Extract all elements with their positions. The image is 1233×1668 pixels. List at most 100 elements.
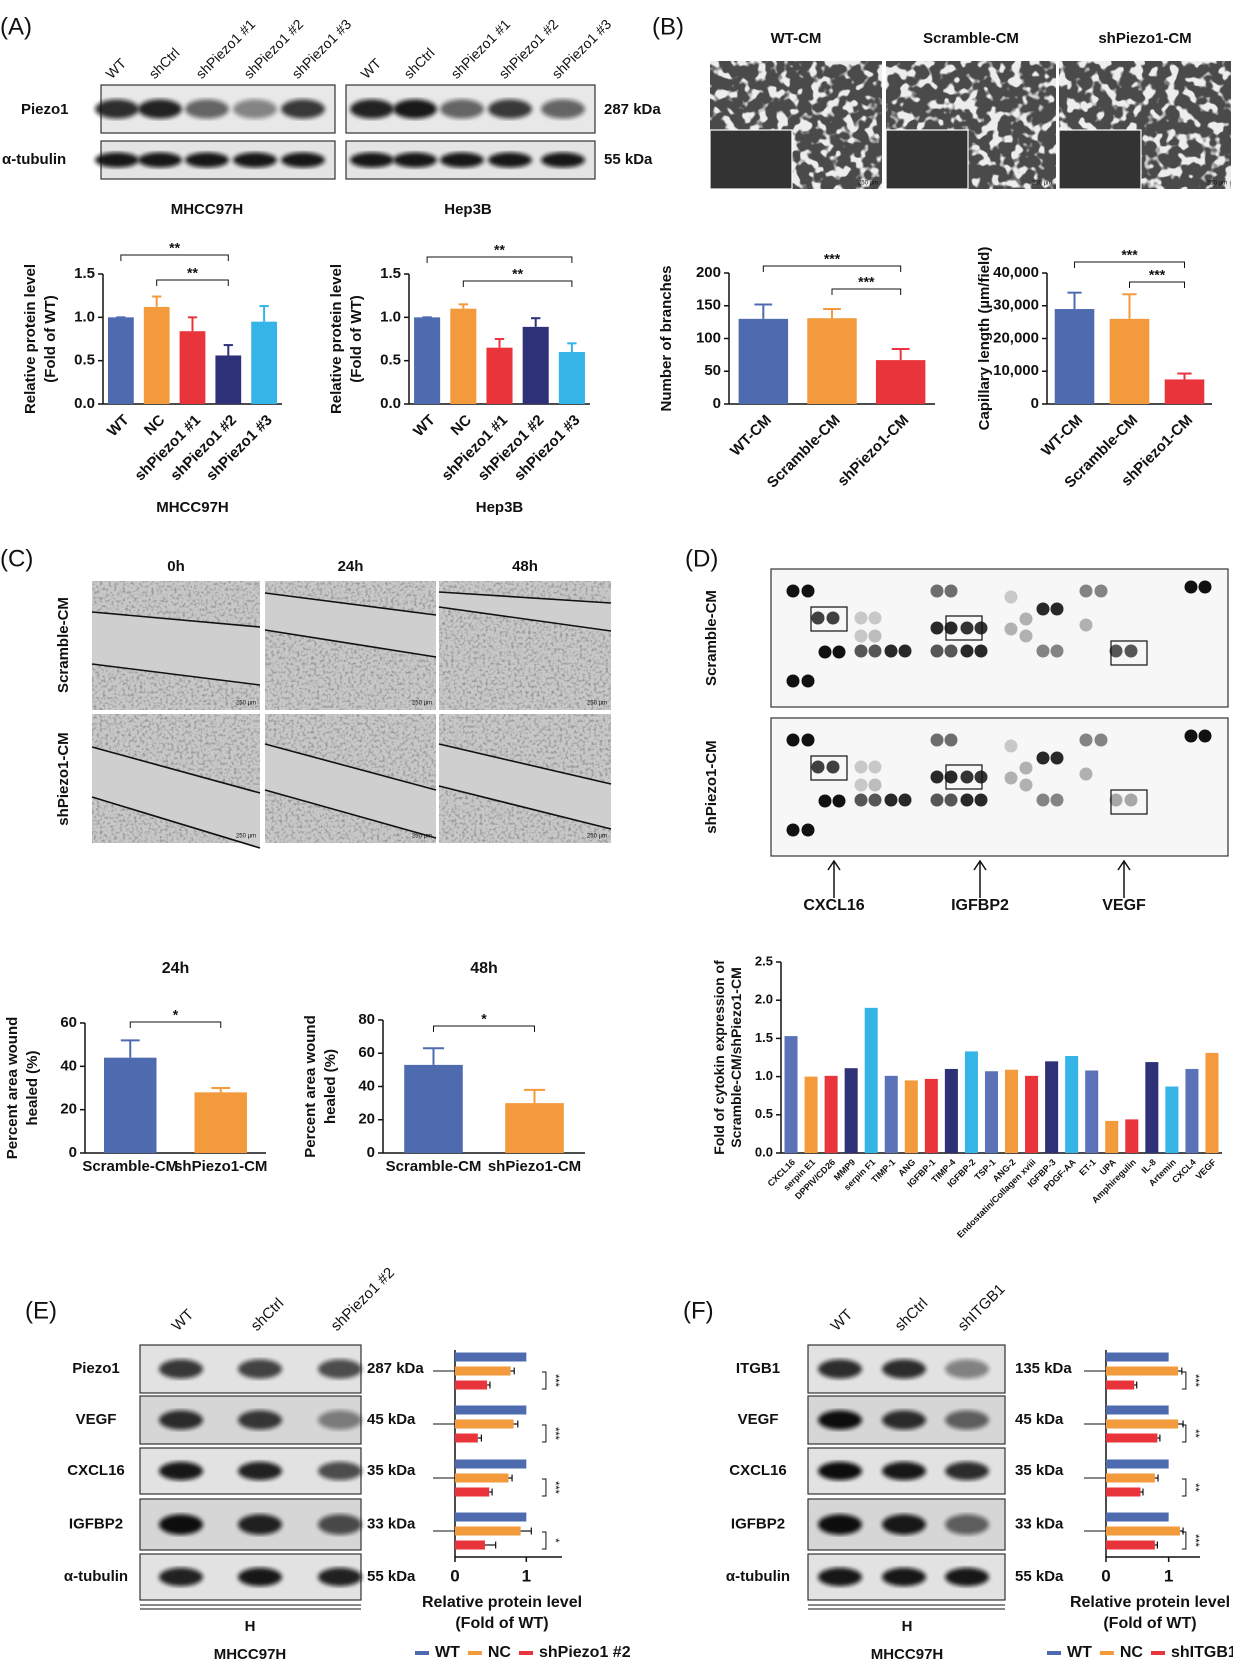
panel-label: (D) — [685, 545, 718, 572]
bar — [1106, 1526, 1180, 1536]
dot — [974, 621, 988, 635]
significance-bracket — [1074, 261, 1185, 268]
x-tick-label: ET-1 — [1077, 1157, 1098, 1178]
dot — [1004, 771, 1018, 785]
error-bar — [1178, 1420, 1184, 1428]
dot — [930, 793, 944, 807]
dot — [1109, 644, 1123, 658]
lane-label: shPiezo1 #2 — [328, 1264, 398, 1334]
error-bar — [1154, 1474, 1159, 1482]
scale-bar: 250 µm — [1207, 181, 1227, 187]
row-label: α-tubulin — [64, 1568, 128, 1585]
x-tick-label: WT-CM — [727, 412, 775, 460]
x-tick-label: Scramble-CM — [386, 1158, 482, 1175]
blot-band — [488, 99, 532, 119]
dot — [1079, 767, 1093, 781]
bar — [844, 1068, 858, 1153]
wound-edge — [264, 789, 437, 839]
wound-edge — [438, 606, 612, 632]
dot — [1050, 751, 1064, 765]
dot — [801, 733, 815, 747]
significance-bracket — [1181, 1478, 1187, 1497]
y-tick-label: 1.5 — [755, 1030, 773, 1045]
x-tick-label: VEGF — [1194, 1157, 1219, 1182]
row-label: Scramble-CM — [55, 597, 72, 693]
error-bar — [1179, 1527, 1184, 1535]
lane-label: shCtrl — [892, 1295, 932, 1335]
dot-blot — [770, 717, 1229, 857]
y-tick-label: 0 — [69, 1144, 77, 1161]
bar — [108, 317, 134, 404]
significance-bracket — [762, 265, 902, 272]
significance-bracket — [1181, 1531, 1187, 1550]
dot — [868, 793, 882, 807]
y-axis-label: healed (%) — [24, 1050, 41, 1125]
image-title: WT-CM — [771, 30, 822, 47]
bar — [455, 1366, 511, 1376]
panel-label: (B) — [652, 13, 684, 40]
highlight-box — [810, 606, 848, 632]
dot — [1004, 622, 1018, 636]
error-bar — [523, 1088, 546, 1104]
size-label: 33 kDa — [367, 1515, 416, 1532]
bar — [1185, 1068, 1199, 1153]
bar — [179, 331, 206, 404]
bar — [194, 1092, 247, 1153]
blot-band — [238, 1410, 282, 1430]
significance-bracket — [426, 256, 573, 263]
dot — [974, 770, 988, 784]
y-tick-label: 1.5 — [74, 265, 95, 282]
significance-label: ** — [1189, 1429, 1201, 1438]
dot-blot — [770, 568, 1229, 708]
significance-label: ** — [187, 265, 198, 281]
dot — [868, 629, 882, 643]
dot — [930, 621, 944, 635]
error-bar — [508, 1474, 513, 1482]
blot-band — [318, 1567, 362, 1587]
bar — [1105, 1120, 1119, 1153]
dot — [826, 760, 840, 774]
row-label: Piezo1 — [72, 1360, 120, 1377]
y-tick-label: 30,000 — [993, 297, 1039, 314]
dot — [818, 645, 832, 659]
bar — [1106, 1419, 1179, 1429]
significance-bracket — [541, 1424, 547, 1443]
arrow-head — [973, 859, 987, 871]
size-label: 55 kDa — [367, 1568, 416, 1585]
dot — [854, 611, 868, 625]
dot — [854, 644, 868, 658]
bar — [215, 355, 242, 404]
error-bar — [1122, 293, 1137, 319]
bar — [1106, 1512, 1169, 1522]
dot — [801, 674, 815, 688]
dot — [944, 621, 958, 635]
dot — [1019, 629, 1033, 643]
y-tick-label: 150 — [696, 297, 721, 314]
image-title: 24h — [338, 558, 364, 575]
blot-band — [159, 1410, 203, 1430]
bar — [984, 1071, 998, 1153]
bar — [924, 1078, 938, 1153]
y-tick-label: 1.0 — [380, 308, 401, 325]
significance-label: *** — [1189, 1534, 1201, 1548]
y-tick-label: 10,000 — [993, 362, 1039, 379]
y-tick-label: 40,000 — [993, 264, 1039, 281]
significance-bracket — [831, 288, 902, 295]
bar — [414, 317, 441, 404]
x-tick-label: 0 — [450, 1566, 459, 1585]
dot — [868, 778, 882, 792]
highlight-box — [1110, 640, 1148, 666]
blot-band — [393, 152, 437, 168]
bar — [1164, 379, 1205, 404]
lane-label: shCtrl — [248, 1295, 288, 1335]
bar — [104, 1057, 157, 1153]
y-axis-label: Number of branches — [658, 266, 675, 412]
dot — [818, 794, 832, 808]
dot — [944, 733, 958, 747]
x-tick-label: shPiezo1-CM — [488, 1158, 581, 1175]
error-bar — [152, 295, 162, 307]
bar — [1106, 1352, 1169, 1362]
blot-band — [318, 1410, 362, 1430]
bar — [1045, 1061, 1059, 1153]
arrow-head — [1117, 859, 1131, 871]
